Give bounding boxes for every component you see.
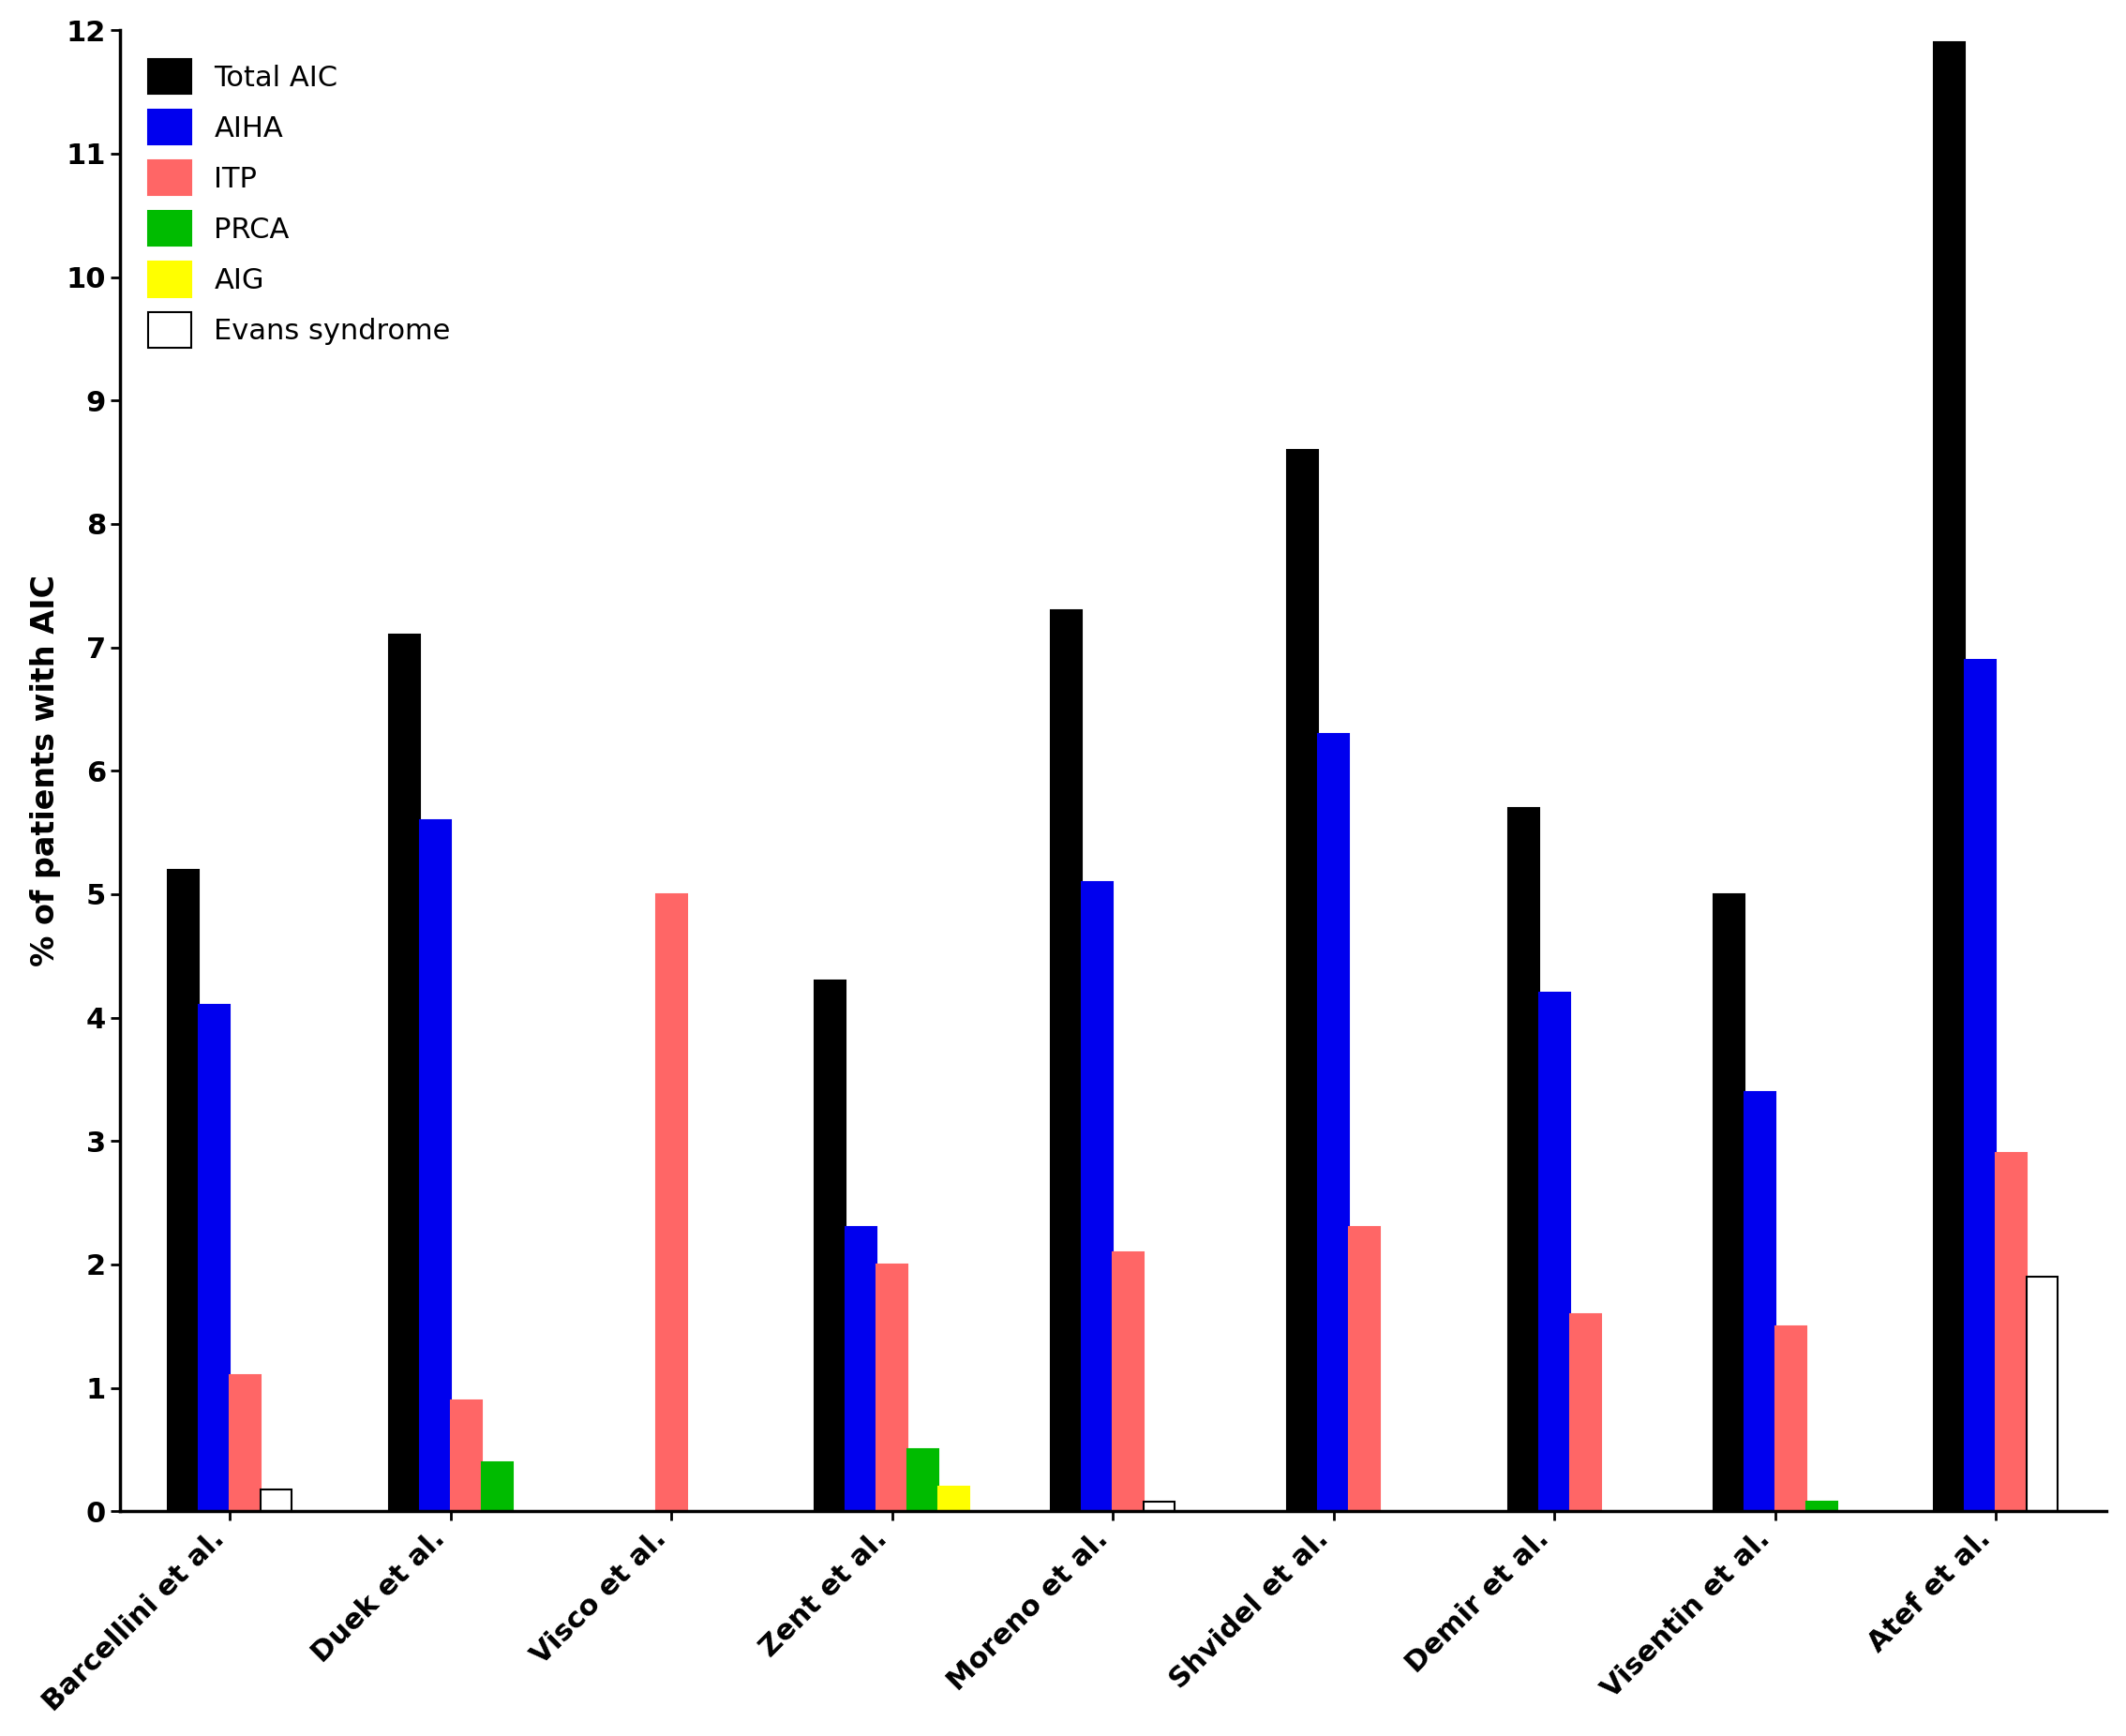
Legend: Total AIC, AIHA, ITP, PRCA, AIG, Evans syndrome: Total AIC, AIHA, ITP, PRCA, AIG, Evans s… xyxy=(134,45,466,361)
Bar xyxy=(657,894,687,1512)
Bar xyxy=(168,870,200,1512)
Bar xyxy=(908,1450,938,1512)
Bar xyxy=(389,635,419,1512)
Bar xyxy=(261,1489,291,1512)
Bar xyxy=(1539,993,1569,1512)
Bar xyxy=(1964,660,1996,1512)
Bar xyxy=(1082,882,1114,1512)
Bar xyxy=(1318,734,1350,1512)
Bar xyxy=(1935,43,1964,1512)
Bar xyxy=(451,1401,483,1512)
Bar xyxy=(876,1264,908,1512)
Bar xyxy=(1996,1153,2026,1512)
Bar xyxy=(814,981,846,1512)
Bar xyxy=(1714,894,1745,1512)
Bar xyxy=(200,1005,230,1512)
Bar xyxy=(1507,807,1539,1512)
Bar xyxy=(1745,1092,1775,1512)
Bar xyxy=(938,1486,969,1512)
Bar xyxy=(1144,1502,1176,1512)
Bar xyxy=(419,819,451,1512)
Bar xyxy=(1350,1227,1380,1512)
Y-axis label: % of patients with AIC: % of patients with AIC xyxy=(30,575,62,967)
Bar xyxy=(1775,1326,1807,1512)
Bar xyxy=(1114,1252,1144,1512)
Bar xyxy=(1050,611,1082,1512)
Bar xyxy=(846,1227,876,1512)
Bar xyxy=(483,1462,512,1512)
Bar xyxy=(1569,1314,1601,1512)
Bar xyxy=(230,1375,261,1512)
Bar xyxy=(1288,450,1318,1512)
Bar xyxy=(2026,1276,2058,1512)
Bar xyxy=(1807,1502,1837,1512)
